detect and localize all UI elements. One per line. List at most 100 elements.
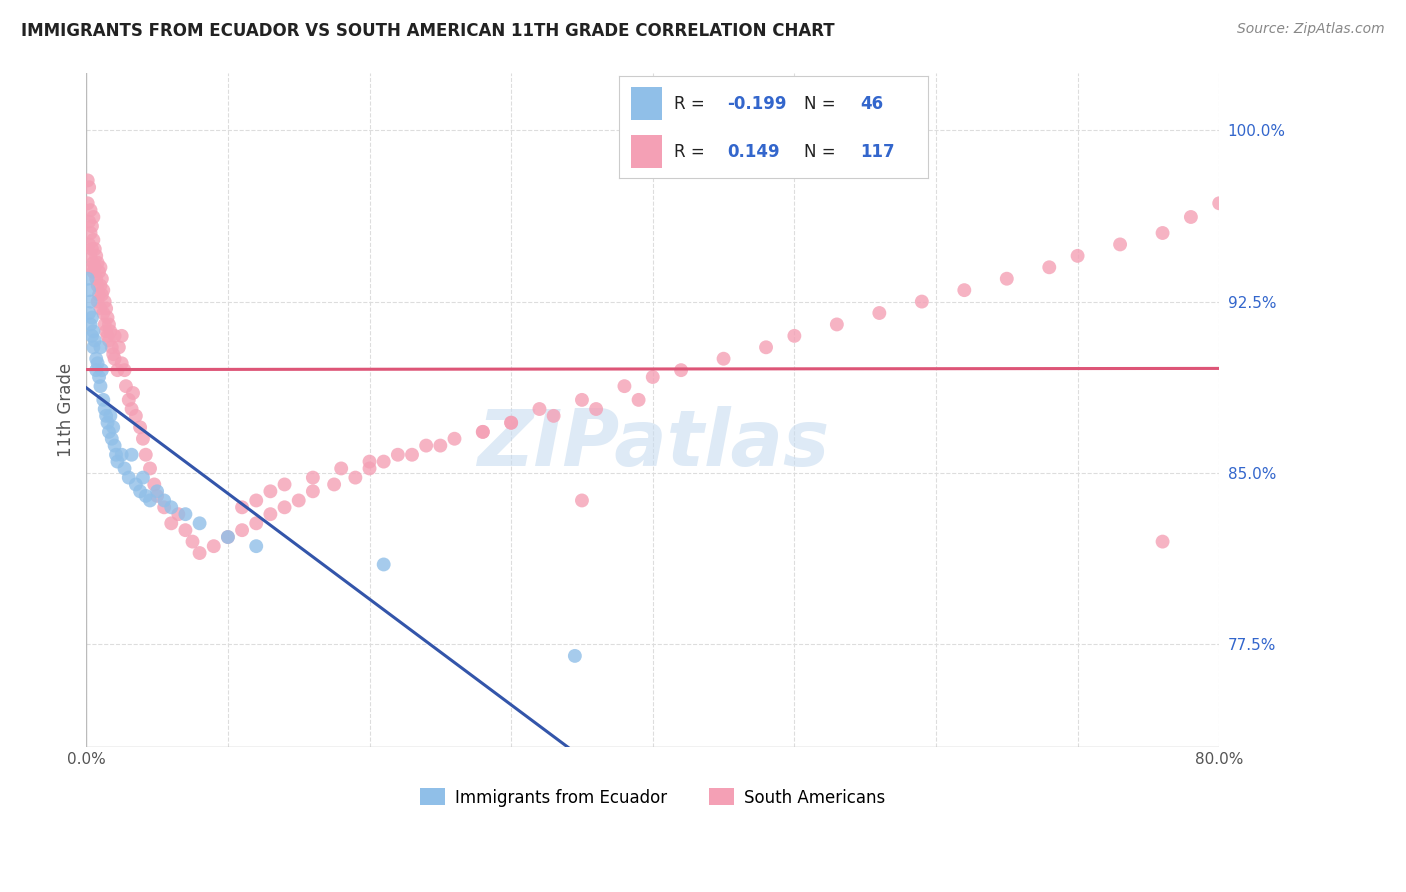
Point [80,219,103,234]
Y-axis label: 11th Grade: 11th Grade [58,363,75,458]
Point [87,265,110,279]
Point [139,461,162,475]
Point [135,448,157,462]
Point [87,287,110,301]
Point [86,278,108,293]
Point [94,301,117,316]
Point [94,324,117,338]
Point [174,523,197,537]
Point [83,260,105,275]
Point [89,260,111,275]
Point [217,530,239,544]
Point [80,329,103,343]
Point [995,271,1018,285]
Point [543,409,565,423]
Point [108,340,131,354]
Point [89,278,111,293]
Point [129,484,152,499]
Point [302,470,325,484]
Point [132,470,155,484]
Point [231,500,253,515]
Point [84,271,107,285]
Point [103,347,125,361]
Point [104,351,127,366]
Point [97,318,120,332]
Bar [631,87,662,120]
Point [121,402,143,417]
Point [1152,226,1174,240]
Point [111,329,134,343]
Point [90,287,112,301]
Point [103,420,125,434]
Point [245,516,267,531]
Point [97,334,120,348]
Point [373,558,395,572]
Text: N =: N = [804,143,841,161]
Point [84,249,107,263]
Point [167,507,190,521]
Point [359,461,381,475]
Point [471,425,494,439]
Point [953,283,976,297]
Text: R =: R = [675,143,710,161]
Point [77,237,100,252]
Point [415,439,437,453]
Point [79,203,101,218]
Point [105,448,128,462]
Point [90,363,112,377]
Point [76,173,98,187]
Legend: Immigrants from Ecuador, South Americans: Immigrants from Ecuador, South Americans [413,781,891,814]
Point [98,409,121,423]
Point [174,507,197,521]
Point [146,489,169,503]
Point [96,416,118,430]
Point [160,516,183,531]
Point [443,432,465,446]
Point [82,210,104,224]
Point [139,493,162,508]
Text: ZIPatlas: ZIPatlas [477,406,830,482]
Point [188,546,211,560]
Point [571,392,593,407]
Text: R =: R = [675,95,710,112]
Text: Source: ZipAtlas.com: Source: ZipAtlas.com [1237,22,1385,37]
Point [429,439,451,453]
Point [118,470,141,484]
Point [98,324,121,338]
Point [86,256,108,270]
Point [641,370,664,384]
Point [79,318,101,332]
Point [564,648,586,663]
Point [1180,210,1202,224]
Point [713,351,735,366]
Point [111,356,134,370]
Point [160,500,183,515]
Point [1208,196,1230,211]
Point [273,500,295,515]
Point [86,294,108,309]
Point [84,363,107,377]
Point [83,334,105,348]
Point [114,461,136,475]
Point [87,370,110,384]
Point [82,265,104,279]
Text: 46: 46 [860,95,883,112]
Point [202,539,225,553]
Point [101,340,124,354]
Point [231,523,253,537]
Point [302,484,325,499]
Point [79,226,101,240]
Bar [631,136,662,168]
Point [82,256,104,270]
Point [471,425,494,439]
Point [755,340,778,354]
Point [135,489,157,503]
Point [118,392,141,407]
Point [89,379,111,393]
Point [101,432,124,446]
Point [259,507,281,521]
Text: IMMIGRANTS FROM ECUADOR VS SOUTH AMERICAN 11TH GRADE CORRELATION CHART: IMMIGRANTS FROM ECUADOR VS SOUTH AMERICA… [21,22,835,40]
Point [97,425,120,439]
Text: 0.149: 0.149 [727,143,779,161]
Point [401,448,423,462]
